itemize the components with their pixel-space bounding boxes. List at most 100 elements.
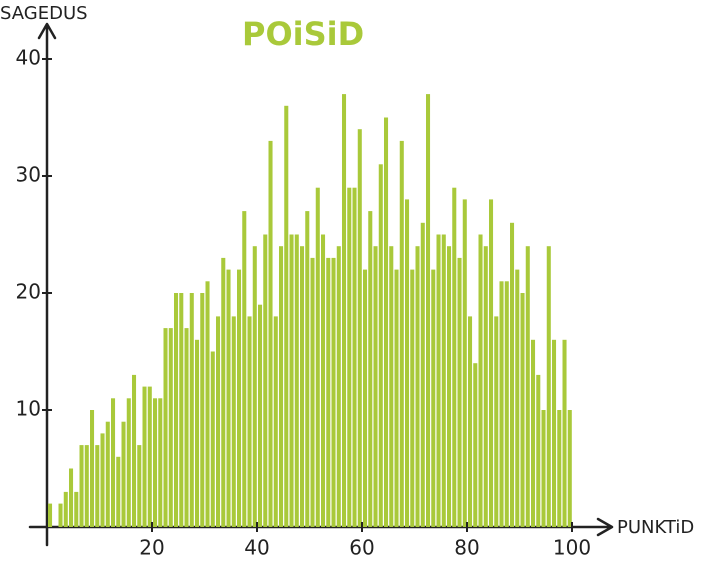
bar	[195, 339, 200, 527]
bar	[273, 316, 278, 527]
bar	[300, 246, 305, 527]
bar	[431, 269, 436, 527]
bar	[389, 246, 394, 527]
bar	[147, 386, 152, 527]
bar	[520, 293, 525, 527]
bar	[289, 234, 294, 527]
bar	[342, 94, 347, 527]
bar	[378, 164, 383, 528]
y-axis-label: SAGEDUS	[0, 3, 88, 24]
bar	[121, 421, 126, 527]
bar	[179, 293, 184, 527]
bar	[58, 503, 63, 527]
bar	[284, 105, 289, 528]
x-tick-label: 80	[454, 536, 479, 560]
bar	[74, 491, 79, 527]
bar	[478, 234, 483, 527]
bar	[447, 246, 452, 527]
bar	[189, 293, 194, 527]
bar	[168, 328, 173, 527]
bar	[95, 445, 100, 527]
bar	[462, 199, 467, 527]
x-tick-label: 20	[139, 536, 164, 560]
bar	[531, 339, 536, 527]
bar	[305, 211, 310, 527]
bar	[216, 316, 221, 527]
bar	[210, 351, 215, 527]
y-axis	[37, 22, 57, 547]
chart-title: POiSiD	[242, 15, 364, 53]
bar	[231, 316, 236, 527]
bar	[525, 246, 530, 527]
bar	[63, 491, 68, 527]
bar	[504, 281, 509, 527]
bar	[405, 199, 410, 527]
bar	[237, 269, 242, 527]
bar	[252, 246, 257, 527]
bar	[384, 117, 389, 527]
bar	[415, 246, 420, 527]
bar	[368, 211, 373, 527]
bar	[510, 222, 515, 528]
bar	[205, 281, 210, 527]
bar	[489, 199, 494, 527]
bar	[426, 94, 431, 527]
bar	[84, 445, 89, 527]
bar	[468, 316, 473, 527]
bar	[336, 246, 341, 527]
bar	[536, 374, 541, 527]
bar	[557, 410, 562, 527]
bar	[567, 410, 572, 527]
bar	[221, 257, 226, 527]
bar	[363, 269, 368, 527]
y-tick-label: 20	[16, 280, 41, 304]
bar	[200, 293, 205, 527]
bar	[326, 257, 331, 527]
y-tick-label: 30	[16, 163, 41, 187]
bar	[436, 234, 441, 527]
bar	[105, 421, 110, 527]
bar	[499, 281, 504, 527]
bar	[410, 269, 415, 527]
bar	[373, 246, 378, 527]
bar	[420, 222, 425, 528]
bar	[258, 304, 263, 527]
bar	[473, 363, 478, 527]
bar	[247, 316, 252, 527]
bar	[116, 456, 121, 527]
x-tick-label: 40	[244, 536, 269, 560]
bar	[562, 339, 567, 527]
bar	[48, 503, 53, 527]
bar	[321, 234, 326, 527]
bar	[552, 339, 557, 527]
bar	[541, 410, 546, 527]
bar	[347, 187, 352, 527]
bar	[90, 410, 95, 527]
bar	[242, 211, 247, 527]
bar	[310, 257, 315, 527]
bar	[357, 129, 362, 527]
bar	[174, 293, 179, 527]
bar	[163, 328, 168, 527]
bar	[515, 269, 520, 527]
bar	[452, 187, 457, 527]
bar	[441, 234, 446, 527]
y-tick-label: 10	[16, 397, 41, 421]
bar	[137, 445, 142, 527]
bar	[111, 398, 116, 527]
bar	[494, 316, 499, 527]
bar	[226, 269, 231, 527]
bar	[399, 140, 404, 527]
y-tick-label: 40	[16, 46, 41, 70]
bar	[294, 234, 299, 527]
bar	[69, 468, 74, 527]
bar	[158, 398, 163, 527]
x-tick-label: 60	[349, 536, 374, 560]
bar	[546, 246, 551, 527]
bar	[331, 257, 336, 527]
bar	[457, 257, 462, 527]
bar	[315, 187, 320, 527]
bar	[394, 269, 399, 527]
x-axis-label: PUNKTiD	[617, 517, 694, 538]
